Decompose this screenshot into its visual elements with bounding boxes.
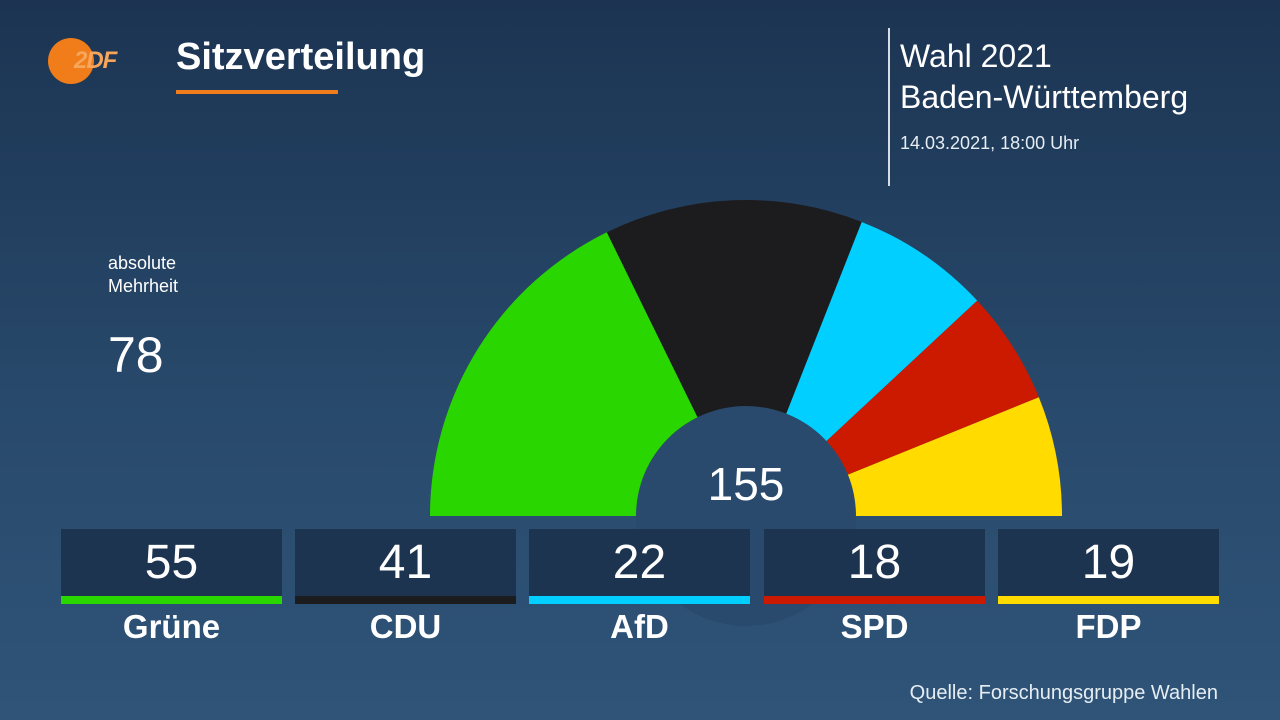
majority-label-line2: Mehrheit: [108, 276, 179, 296]
election-title: Wahl 2021: [900, 38, 1052, 74]
election-info: Wahl 2021 Baden-Württemberg: [900, 36, 1188, 118]
election-region: Baden-Württemberg: [900, 79, 1189, 115]
party-name-gr-ne: Grüne: [122, 608, 221, 645]
party-name-fdp: FDP: [1075, 608, 1142, 645]
party-color-bar-afd: [529, 596, 750, 604]
party-color-bar-spd: [764, 596, 985, 604]
party-name-cdu: CDU: [369, 608, 442, 645]
majority-label: absolute Mehrheit: [108, 252, 268, 298]
party-card-fdp: 19 FDP: [998, 529, 1219, 646]
party-card-cdu: 41 CDU: [295, 529, 516, 646]
logo-text: 2DF: [74, 47, 117, 74]
zdf-logo: 2DF: [48, 38, 132, 84]
page-title: Sitzverteilung: [176, 36, 426, 78]
majority-label-line1: absolute: [108, 253, 177, 273]
title-underline: [176, 90, 338, 94]
party-color-bar-gr-ne: [61, 596, 282, 604]
party-color-bar-fdp: [998, 596, 1219, 604]
party-color-bar-cdu: [295, 596, 516, 604]
majority-value: 78: [108, 327, 164, 383]
source-note: Quelle: Forschungsgruppe Wahlen: [909, 682, 1218, 704]
party-card-gr-ne: 55 Grüne: [61, 529, 282, 646]
header-divider: [888, 28, 890, 186]
party-name-afd: AfD: [610, 608, 669, 645]
seat-count-gr-ne: 55: [61, 529, 282, 596]
party-card-spd: 18 SPD: [764, 529, 985, 646]
seat-count-fdp: 19: [998, 529, 1219, 596]
total-seats-label: 155: [708, 458, 785, 510]
seat-slice-cdu: [606, 200, 862, 516]
seat-count-cdu: 41: [295, 529, 516, 596]
seat-count-spd: 18: [764, 529, 985, 596]
election-datetime: 14.03.2021, 18:00 Uhr: [900, 133, 1080, 153]
party-card-afd: 22 AfD: [529, 529, 750, 646]
seat-count-afd: 22: [529, 529, 750, 596]
party-name-spd: SPD: [840, 608, 909, 645]
logo-circle: [48, 38, 94, 84]
